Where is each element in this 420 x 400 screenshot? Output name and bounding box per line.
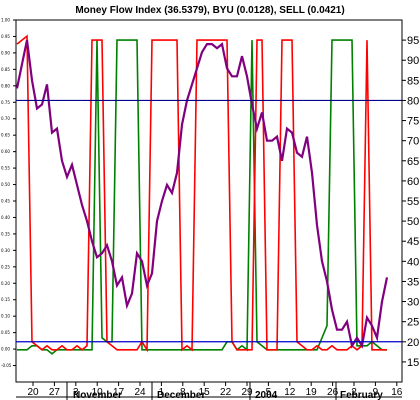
x-tick-label: 1 bbox=[159, 387, 165, 398]
x-tick-label: 26 bbox=[327, 387, 339, 398]
left-tick-label: 0.30 bbox=[1, 248, 10, 253]
series-layer bbox=[15, 34, 389, 355]
left-tick-label: 0.05 bbox=[1, 330, 10, 335]
right-tick-label: 45 bbox=[407, 236, 419, 248]
left-tick-label: 0.80 bbox=[1, 83, 10, 88]
left-tick-label: 0.75 bbox=[1, 100, 10, 105]
reference-lines bbox=[16, 99, 402, 343]
right-tick-label: 20 bbox=[407, 337, 419, 349]
x-tick-label: 12 bbox=[284, 387, 296, 398]
left-tick-label: 0.90 bbox=[1, 50, 10, 55]
right-tick-label: 80 bbox=[407, 95, 419, 107]
x-tick-label: 29 bbox=[241, 387, 253, 398]
x-tick-label: 24 bbox=[134, 387, 146, 398]
left-tick-label: 0.10 bbox=[1, 314, 10, 319]
left-tick-label: 0.35 bbox=[1, 231, 10, 236]
x-tick-label: 27 bbox=[49, 387, 61, 398]
left-tick-label: 0.85 bbox=[1, 67, 10, 72]
series-line-2 bbox=[17, 39, 387, 355]
left-tick-label: 0.50 bbox=[1, 182, 10, 187]
right-tick-label: 30 bbox=[407, 297, 419, 309]
left-tick-label: 0.20 bbox=[1, 281, 10, 286]
right-tick-label: 40 bbox=[407, 256, 419, 268]
left-tick-label: 0.55 bbox=[1, 166, 10, 171]
left-tick-label: 0.95 bbox=[1, 34, 10, 39]
left-tick-label: 1.00 bbox=[1, 18, 10, 23]
left-tick-label: 0.00 bbox=[1, 347, 10, 352]
month-labels: November December 2004 February bbox=[66, 382, 383, 400]
x-tick-label: 2 bbox=[351, 387, 357, 398]
x-tick-label: 3 bbox=[73, 387, 79, 398]
month-label: February bbox=[340, 390, 383, 400]
x-tick-label: 9 bbox=[373, 387, 379, 398]
x-axis: 20 27 3 10 17 24 1 8 15 22 29 5 12 19 26 2 9 16 bbox=[16, 382, 403, 398]
right-tick-label: 15 bbox=[407, 357, 419, 369]
month-label: 2004 bbox=[255, 390, 278, 400]
left-tick-label: 0.70 bbox=[1, 116, 10, 121]
x-tick-label: 16 bbox=[391, 387, 403, 398]
left-tick-label: 0.60 bbox=[1, 149, 10, 154]
left-tick-label: 0.65 bbox=[1, 133, 10, 138]
right-tick-label: 65 bbox=[407, 156, 419, 168]
x-tick-label: 19 bbox=[306, 387, 318, 398]
right-tick-label: 70 bbox=[407, 136, 419, 148]
chart-title: Money Flow Index (36.5379), BYU (0.0128)… bbox=[75, 5, 344, 16]
left-tick-label: -0.05 bbox=[1, 363, 12, 368]
x-tick-label: 17 bbox=[113, 387, 125, 398]
right-tick-label: 50 bbox=[407, 216, 419, 228]
left-tick-label: 0.40 bbox=[1, 215, 10, 220]
right-tick-label: 95 bbox=[407, 35, 419, 47]
x-tick-label: 8 bbox=[180, 387, 186, 398]
x-tick-label: 10 bbox=[92, 387, 104, 398]
right-tick-label: 55 bbox=[407, 196, 419, 208]
series-line-0 bbox=[15, 39, 389, 349]
right-tick-label: 25 bbox=[407, 317, 419, 329]
x-tick-label: 15 bbox=[199, 387, 211, 398]
x-tick-label: 22 bbox=[220, 387, 232, 398]
left-tick-label: 0.15 bbox=[1, 297, 10, 302]
left-axis: -0.05 0.00 0.05 0.10 0.15 0.20 0.25 0.30 0.35 0.4… bbox=[1, 18, 16, 368]
right-tick-label: 75 bbox=[407, 116, 419, 128]
right-tick-label: 60 bbox=[407, 176, 419, 188]
right-axis: 15 20 25 30 35 40 45 50 55 60 65 70 75 80 85 90 95 bbox=[402, 35, 419, 369]
right-tick-label: 35 bbox=[407, 276, 419, 288]
series-line-1 bbox=[16, 34, 387, 353]
month-label: November bbox=[73, 390, 122, 400]
left-tick-label: 0.45 bbox=[1, 199, 10, 204]
x-tick-label: 20 bbox=[27, 387, 39, 398]
left-tick-label: 0.25 bbox=[1, 264, 10, 269]
right-tick-label: 90 bbox=[407, 55, 419, 67]
month-label: December bbox=[157, 390, 205, 400]
x-tick-label: 5 bbox=[266, 387, 272, 398]
right-tick-label: 85 bbox=[407, 75, 419, 87]
